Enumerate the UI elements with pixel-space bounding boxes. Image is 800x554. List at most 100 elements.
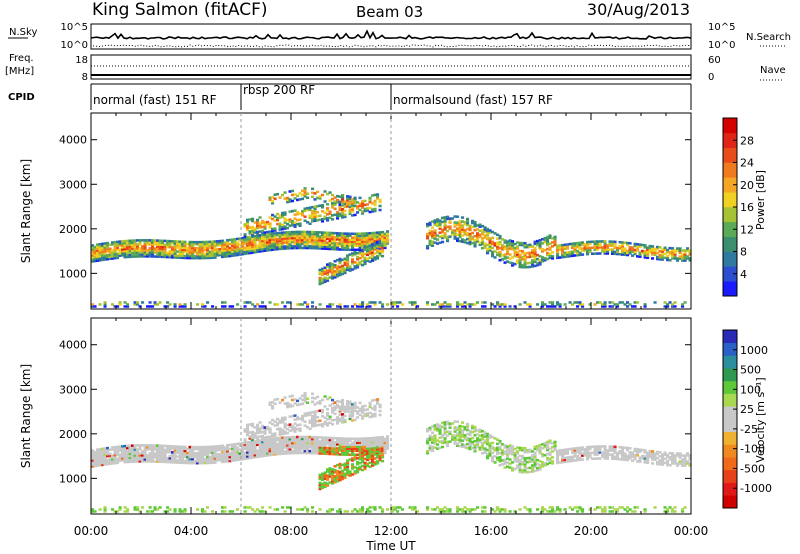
velocity-cell [343, 449, 347, 452]
power-cell [636, 243, 640, 246]
power-cell [266, 239, 270, 242]
velocity-cell [436, 429, 440, 432]
velocity-cell [303, 424, 307, 427]
velocity-cell [386, 437, 390, 440]
velocity-cell [426, 441, 430, 445]
velocity-cell [211, 445, 215, 448]
velocity-cell [331, 398, 335, 402]
velocity-cell [596, 451, 600, 454]
power-cell [121, 242, 125, 245]
power-cell [143, 251, 147, 254]
power-cell [341, 193, 345, 197]
velocity-cell [336, 399, 340, 403]
velocity-cell [223, 460, 227, 463]
power-cell [276, 218, 280, 222]
power-cell [558, 246, 562, 249]
power-cell [326, 245, 330, 249]
power-cell [191, 256, 195, 260]
power-cell [138, 241, 142, 244]
power-cell [238, 251, 242, 254]
velocity-cell [328, 396, 332, 399]
velocity-cell [246, 433, 250, 437]
velocity-cell [291, 435, 295, 439]
velocity-cell [628, 453, 632, 456]
velocity-cell [671, 510, 675, 513]
power-cell [293, 242, 297, 246]
power-cell [263, 239, 267, 242]
velocity-cell [328, 473, 332, 476]
velocity-cell [598, 449, 602, 452]
velocity-cell [291, 424, 295, 428]
power-cell [348, 210, 352, 214]
power-cell [381, 244, 385, 248]
power-cell [356, 234, 360, 237]
velocity-cell [203, 459, 207, 463]
power-cell [583, 245, 587, 248]
velocity-cell [281, 452, 285, 455]
velocity-cell [226, 446, 230, 449]
velocity-cell [683, 506, 687, 509]
power-cell [291, 230, 295, 234]
power-cell [371, 208, 375, 211]
velocity-cell [641, 448, 645, 452]
power-cell [456, 237, 460, 241]
power-cell [351, 246, 355, 250]
velocity-cell [201, 449, 205, 453]
power-cell [358, 208, 362, 212]
velocity-cell [136, 456, 140, 459]
velocity-cell [251, 454, 255, 457]
power-cell [483, 230, 487, 233]
power-cell [631, 246, 635, 249]
velocity-cell [156, 444, 160, 447]
power-cell [526, 261, 530, 265]
velocity-cell [291, 426, 295, 430]
velocity-cell [343, 462, 347, 466]
velocity-cell [343, 441, 347, 444]
power-cell [448, 217, 452, 220]
velocity-cell [303, 435, 307, 439]
power-cell [338, 305, 342, 308]
velocity-cell [341, 471, 345, 475]
power-cell [243, 252, 247, 256]
power-cell [333, 203, 337, 207]
power-cell [208, 250, 212, 254]
velocity-cell [668, 506, 672, 509]
velocity-cell [186, 457, 190, 461]
power-cell [346, 305, 350, 308]
velocity-cell [353, 406, 357, 410]
velocity-cell [321, 486, 325, 490]
velocity-cell [243, 445, 247, 449]
velocity-cell [361, 417, 365, 420]
power-cell [353, 201, 357, 205]
velocity-cell [551, 506, 555, 509]
velocity-cell [636, 452, 640, 455]
velocity-cell [463, 426, 467, 429]
velocity-cell [126, 446, 130, 450]
velocity-cell [333, 481, 337, 484]
velocity-cell [221, 454, 225, 458]
velocity-cell [286, 431, 290, 435]
power-cell [373, 303, 377, 306]
velocity-cell [441, 508, 445, 511]
power-cell [328, 239, 332, 243]
power-cell [318, 245, 322, 248]
velocity-cell [673, 456, 677, 459]
velocity-cell [351, 449, 355, 453]
velocity-cell [461, 445, 465, 448]
velocity-cell [196, 447, 200, 451]
velocity-cell [321, 474, 325, 478]
velocity-cell [246, 425, 250, 429]
velocity-cell [251, 450, 255, 453]
velocity-cell [513, 455, 517, 459]
power-cell [271, 227, 275, 231]
power-cell [448, 235, 452, 238]
power-cell [291, 223, 295, 227]
velocity-cell [271, 449, 275, 452]
velocity-cell [256, 508, 260, 511]
power-cell [321, 243, 325, 246]
power-cell [276, 303, 280, 306]
velocity-cell [431, 431, 435, 434]
velocity-cell [326, 478, 330, 481]
power-cell [106, 245, 110, 249]
velocity-cell [466, 426, 470, 430]
